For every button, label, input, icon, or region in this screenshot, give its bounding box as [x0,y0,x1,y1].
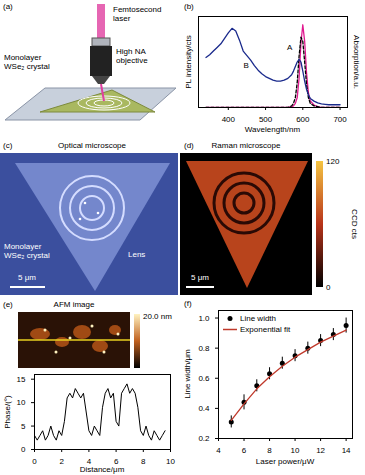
svg-text:A: A [287,43,293,52]
svg-text:CCD cts: CCD cts [350,209,359,239]
svg-text:0.8: 0.8 [198,344,210,353]
svg-text:0.4: 0.4 [198,404,210,413]
svg-text:0: 0 [32,457,37,466]
svg-text:0.6: 0.6 [198,374,210,383]
html-text:Laser power/μW: Laser power/μW [255,457,315,466]
html-text:(f): (f) [184,299,192,308]
html-text:Phase/(°): Phase/(°) [3,394,12,429]
html-text:PL intensity/cts: PL intensity/cts [184,34,193,89]
svg-text:10: 10 [166,457,175,466]
html-text:Absorption/a.u.: Absorption/a.u. [352,34,361,89]
svg-text:4: 4 [216,446,221,455]
svg-text:12: 12 [316,446,325,455]
svg-text:20.0 nm: 20.0 nm [143,312,172,321]
html-text:(b): (b) [184,2,194,11]
html-text:Line width/μm: Line width/μm [183,349,192,399]
svg-text:(a): (a) [3,2,13,11]
svg-text:4: 4 [87,457,92,466]
svg-text:14: 14 [342,446,351,455]
svg-text:Lens: Lens [128,250,145,259]
svg-text:High NAobjective: High NAobjective [116,47,148,65]
svg-text:10: 10 [291,446,300,455]
html-text:(d): (d) [184,141,194,150]
html-text:Line width: Line width [240,313,276,323]
html-text:AFM image: AFM image [53,300,95,309]
svg-text:Femtosecondlaser: Femtosecondlaser [113,5,161,23]
svg-text:5 μm: 5 μm [18,273,36,282]
svg-text:8: 8 [141,457,146,466]
html-text:Raman microscope: Raman microscope [211,141,281,150]
html-text:(c): (c) [3,141,13,150]
svg-text:5: 5 [21,422,26,431]
svg-text:700: 700 [333,115,347,124]
svg-text:B: B [244,61,249,70]
svg-text:120: 120 [326,157,340,166]
svg-text:0: 0 [326,283,331,292]
svg-text:0: 0 [21,445,26,454]
svg-text:1.0: 1.0 [198,314,210,323]
svg-text:8: 8 [267,446,272,455]
svg-text:0.2: 0.2 [198,434,210,443]
html-text:Optical microscope: Optical microscope [58,141,126,150]
html-text:Exponential fit: Exponential fit [240,324,291,334]
svg-text:400: 400 [222,115,236,124]
svg-text:15: 15 [17,375,26,384]
svg-text:MonolayerWSe₂ crystal: MonolayerWSe₂ crystal [4,53,50,71]
svg-text:6: 6 [242,446,247,455]
svg-text:10: 10 [17,398,26,407]
svg-text:5 μm: 5 μm [191,273,209,282]
html-text:Distance/μm: Distance/μm [79,465,125,474]
svg-text:6: 6 [114,457,119,466]
svg-text:MonolayerWSe₂ crystal: MonolayerWSe₂ crystal [4,242,50,260]
html-text:Wavelength/nm: Wavelength/nm [244,125,301,134]
svg-text:600: 600 [296,115,310,124]
svg-text:500: 500 [259,115,273,124]
svg-text:2: 2 [59,457,64,466]
html-text:(e): (e) [3,300,13,309]
